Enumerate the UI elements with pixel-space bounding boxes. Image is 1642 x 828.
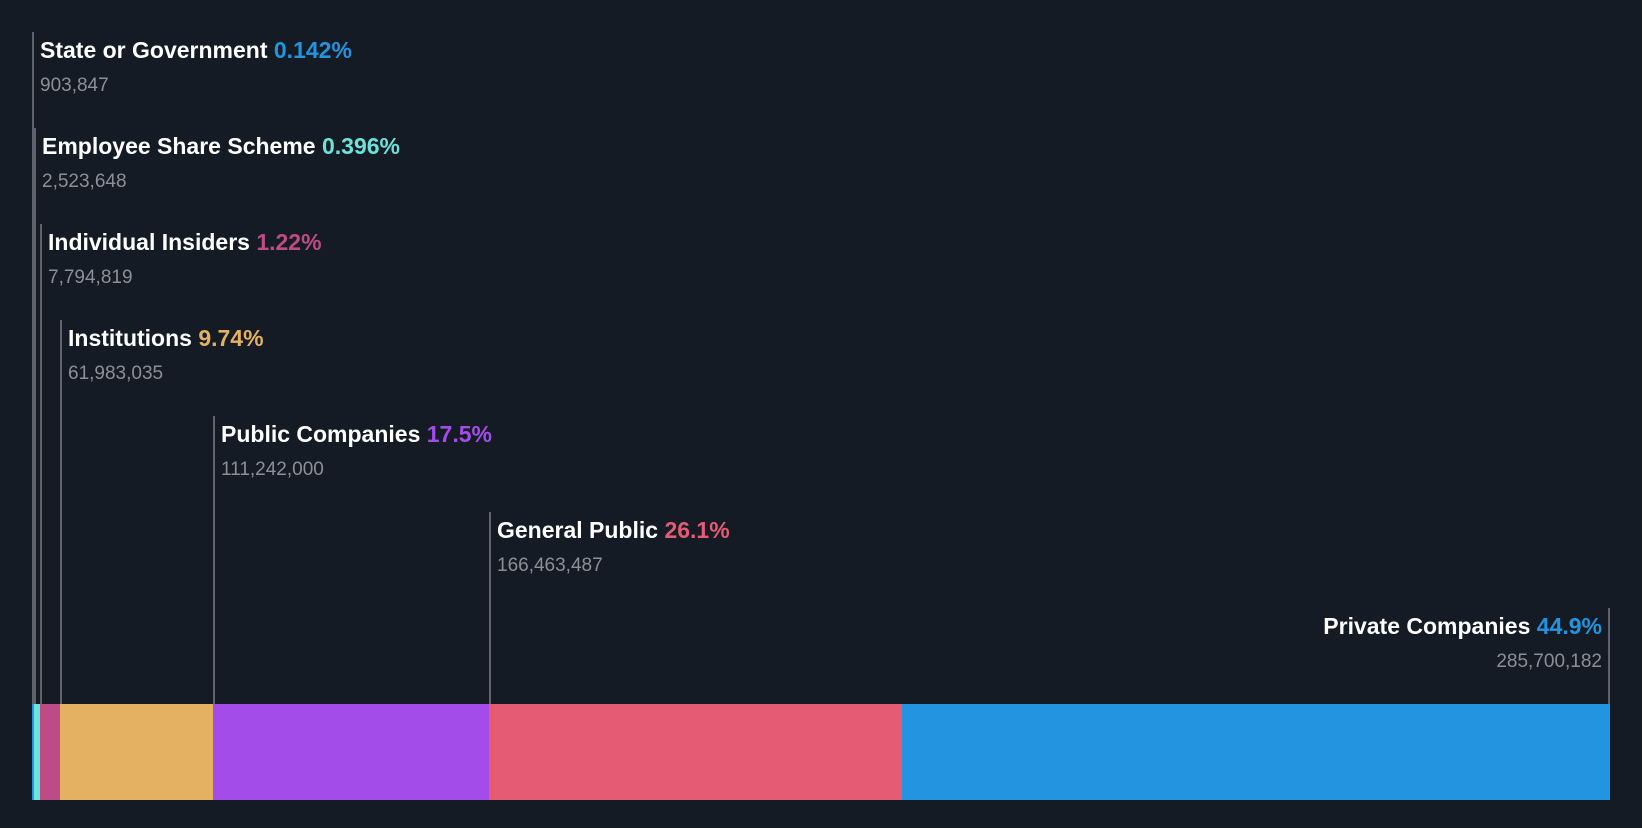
label-private-companies: Private Companies 44.9% 285,700,182 bbox=[1323, 612, 1602, 674]
category-name: Institutions bbox=[68, 325, 192, 351]
percent-value: 1.22% bbox=[256, 229, 322, 255]
category-name: State or Government bbox=[40, 37, 268, 63]
category-name: Individual Insiders bbox=[48, 229, 250, 255]
bar-segment-employee[interactable] bbox=[34, 704, 40, 800]
label-state: State or Government 0.142% 903,847 bbox=[40, 36, 352, 98]
connector-institutions bbox=[60, 320, 62, 704]
connector-employee bbox=[34, 128, 36, 704]
percent-value: 17.5% bbox=[426, 421, 492, 447]
share-count: 2,523,648 bbox=[42, 171, 127, 192]
label-employee: Employee Share Scheme 0.396% 2,523,648 bbox=[42, 132, 400, 194]
share-count: 111,242,000 bbox=[221, 459, 324, 480]
percent-value: 44.9% bbox=[1536, 613, 1602, 639]
share-count: 166,463,487 bbox=[497, 555, 603, 576]
label-general-public: General Public 26.1% 166,463,487 bbox=[497, 516, 730, 578]
percent-value: 9.74% bbox=[198, 325, 264, 351]
category-name: General Public bbox=[497, 517, 659, 543]
share-count: 903,847 bbox=[40, 75, 109, 96]
bar-segment-institutions[interactable] bbox=[60, 704, 213, 800]
bar-segment-public-companies[interactable] bbox=[213, 704, 489, 800]
connector-general-public bbox=[489, 512, 491, 704]
bar-segment-insiders[interactable] bbox=[40, 704, 60, 800]
label-institutions: Institutions 9.74% 61,983,035 bbox=[68, 324, 264, 386]
connector-state bbox=[32, 32, 34, 704]
category-name: Private Companies bbox=[1323, 613, 1531, 639]
connector-private-companies bbox=[1608, 608, 1610, 704]
share-count: 285,700,182 bbox=[1496, 651, 1602, 672]
percent-value: 0.396% bbox=[321, 133, 400, 159]
label-insiders: Individual Insiders 1.22% 7,794,819 bbox=[48, 228, 322, 290]
share-count: 7,794,819 bbox=[48, 267, 133, 288]
percent-value: 26.1% bbox=[664, 517, 730, 543]
bar-segment-general-public[interactable] bbox=[489, 704, 902, 800]
connector-insiders bbox=[40, 224, 42, 704]
label-public-companies: Public Companies 17.5% 111,242,000 bbox=[221, 420, 492, 482]
percent-value: 0.142% bbox=[273, 37, 352, 63]
share-count: 61,983,035 bbox=[68, 363, 164, 384]
category-name: Public Companies bbox=[221, 421, 421, 447]
category-name: Employee Share Scheme bbox=[42, 133, 316, 159]
bar-segment-state[interactable] bbox=[32, 704, 35, 800]
connector-public-companies bbox=[213, 416, 215, 704]
bar-segment-private-companies[interactable] bbox=[902, 704, 1610, 800]
